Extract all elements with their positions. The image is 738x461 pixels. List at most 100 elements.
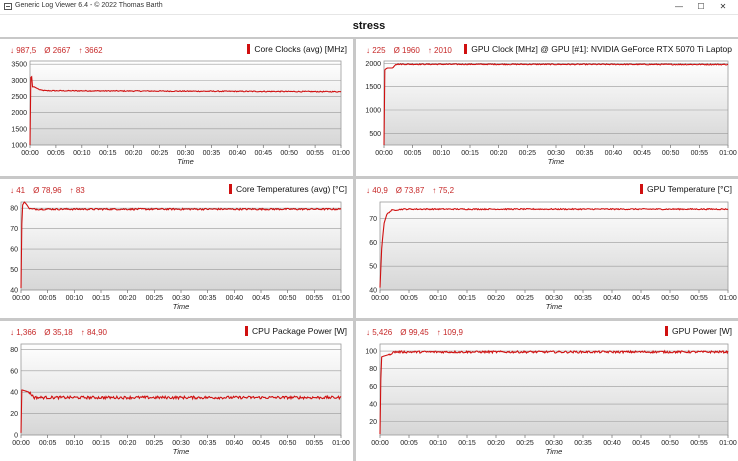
chart-legend[interactable]: CPU Package Power [W] — [245, 326, 347, 336]
window-title: Generic Log Viewer 6.4 - © 2022 Thomas B… — [15, 2, 163, 9]
chart-panel-gpu-power: 20 40 60 80 100 00:00 00:05 00:10 00:15 00:20 00:2… — [356, 321, 738, 461]
x-tick-label: 01:00 — [719, 295, 737, 302]
y-tick-label: 50 — [369, 264, 377, 271]
stat-avg: Ø 1960 — [393, 46, 420, 55]
chart-panel-gpu-temperature: 40 50 60 70 00:00 00:05 00:10 00:15 00:20 00:25 00… — [356, 179, 738, 318]
y-tick-label: 80 — [10, 206, 18, 213]
x-tick-label: 00:50 — [280, 150, 298, 157]
x-tick-label: 00:05 — [400, 440, 418, 447]
row-divider-1 — [0, 176, 738, 179]
y-tick-label: 70 — [10, 226, 18, 233]
plot-area — [379, 343, 729, 436]
plot-area — [379, 201, 729, 291]
y-tick-label: 40 — [10, 390, 18, 397]
x-tick-label: 00:30 — [172, 440, 190, 447]
x-tick-label: 00:40 — [226, 440, 244, 447]
legend-swatch-icon — [640, 184, 644, 194]
x-tick-label: 01:00 — [332, 150, 350, 157]
stat-avg: Ø 73,87 — [395, 186, 425, 195]
chart-panel-cpu-package-power: 0 20 40 60 80 00:00 00:05 00:10 00:15 00:20 00:25 0… — [0, 321, 353, 461]
chart-plot: 1000 1500 2000 2500 3000 3500 00:00 00:05 00:10 0… — [11, 60, 350, 166]
y-tick-label: 1000 — [11, 143, 27, 150]
x-tick-label: 00:30 — [172, 295, 190, 302]
chart-stats: ↓ 1,366 Ø 35,18 ↑ 84,90 — [10, 328, 115, 337]
x-tick-label: 00:45 — [252, 440, 270, 447]
chart-panel-core-clocks: 1000 1500 2000 2500 3000 3500 00:00 00:05 00:10 0… — [0, 39, 353, 176]
chart-stats: ↓ 5,426 Ø 99,45 ↑ 109,9 — [366, 328, 471, 337]
y-tick-label: 60 — [10, 368, 18, 375]
x-tick-label: 00:15 — [92, 440, 110, 447]
x-axis-title: Time — [546, 447, 563, 456]
y-tick-label: 3000 — [11, 78, 27, 85]
y-tick-label: 0 — [14, 433, 18, 440]
x-tick-label: 00:00 — [12, 295, 30, 302]
stat-max: ↑ 75,2 — [432, 186, 455, 195]
x-tick-label: 00:35 — [203, 150, 221, 157]
app-icon — [4, 3, 12, 10]
minimize-icon[interactable]: — — [675, 2, 683, 11]
chart-title: GPU Clock [MHz] @ GPU [#1]: NVIDIA GeFor… — [471, 44, 732, 54]
x-tick-label: 00:45 — [633, 150, 651, 157]
y-tick-label: 80 — [369, 366, 377, 373]
chart-legend[interactable]: GPU Clock [MHz] @ GPU [#1]: NVIDIA GeFor… — [464, 44, 732, 54]
legend-swatch-icon — [665, 326, 669, 336]
chart-panel-core-temperatures: 40 50 60 70 80 00:00 00:05 00:10 00:15 00:20 00:25… — [0, 179, 353, 318]
x-tick-label: 00:05 — [39, 295, 57, 302]
stat-min: ↓ 41 — [10, 186, 26, 195]
chart-legend[interactable]: GPU Power [W] — [665, 326, 732, 336]
chart-title: GPU Temperature [°C] — [647, 184, 732, 194]
y-tick-label: 20 — [10, 411, 18, 418]
chart-legend[interactable]: GPU Temperature [°C] — [640, 184, 732, 194]
series-line — [29, 75, 342, 146]
x-tick-label: 00:05 — [39, 440, 57, 447]
x-tick-label: 00:05 — [47, 150, 65, 157]
x-axis-title: Time — [173, 302, 190, 311]
chart-title: CPU Package Power [W] — [252, 326, 347, 336]
plot-area — [29, 60, 342, 146]
y-tick-label: 50 — [10, 267, 18, 274]
x-tick-label: 00:55 — [691, 150, 709, 157]
header-divider — [0, 37, 738, 39]
plot-area — [20, 343, 342, 436]
y-tick-label: 100 — [365, 349, 377, 356]
x-axis-title: Time — [548, 157, 565, 166]
stat-min: ↓ 40,9 — [366, 186, 388, 195]
x-tick-label: 00:35 — [574, 440, 592, 447]
close-icon[interactable]: ✕ — [719, 2, 727, 11]
x-tick-label: 00:10 — [429, 295, 447, 302]
x-tick-label: 00:35 — [199, 440, 217, 447]
legend-swatch-icon — [229, 184, 233, 194]
stat-min: ↓ 1,366 — [10, 328, 37, 337]
chart-plot: 40 50 60 70 80 00:00 00:05 00:10 00:15 00:20 00:25… — [10, 201, 350, 311]
chart-plot: 500 1000 1500 2000 00:00 00:05 00:10 00:15 00:20… — [365, 60, 737, 166]
chart-stats: ↓ 41 Ø 78,96 ↑ 83 — [10, 186, 93, 195]
x-tick-label: 00:45 — [632, 440, 650, 447]
x-tick-label: 00:25 — [146, 440, 164, 447]
x-tick-label: 00:55 — [306, 440, 324, 447]
y-tick-label: 2000 — [11, 110, 27, 117]
x-tick-label: 00:40 — [603, 295, 621, 302]
x-tick-label: 00:45 — [252, 295, 270, 302]
x-tick-label: 00:20 — [487, 295, 505, 302]
y-tick-label: 20 — [369, 419, 377, 426]
x-tick-label: 00:15 — [92, 295, 110, 302]
x-tick-label: 00:35 — [574, 295, 592, 302]
x-tick-label: 00:20 — [125, 150, 143, 157]
x-tick-label: 01:00 — [719, 440, 737, 447]
chart-legend[interactable]: Core Clocks (avg) [MHz] — [247, 44, 347, 54]
stat-avg: Ø 78,96 — [33, 186, 62, 195]
x-tick-label: 00:35 — [199, 295, 217, 302]
chart-legend[interactable]: Core Temperatures (avg) [°C] — [229, 184, 347, 194]
x-tick-label: 00:00 — [371, 440, 389, 447]
x-tick-label: 00:50 — [662, 150, 680, 157]
maximize-icon[interactable]: ☐ — [697, 2, 705, 11]
legend-swatch-icon — [464, 44, 468, 54]
y-tick-label: 40 — [10, 288, 18, 295]
series-line — [379, 349, 729, 435]
window-titlebar: Generic Log Viewer 6.4 - © 2022 Thomas B… — [0, 0, 738, 15]
stat-avg: Ø 2667 — [44, 46, 71, 55]
x-tick-label: 00:20 — [119, 440, 137, 447]
series-line — [20, 389, 342, 433]
y-tick-label: 40 — [369, 402, 377, 409]
x-tick-label: 00:30 — [545, 440, 563, 447]
